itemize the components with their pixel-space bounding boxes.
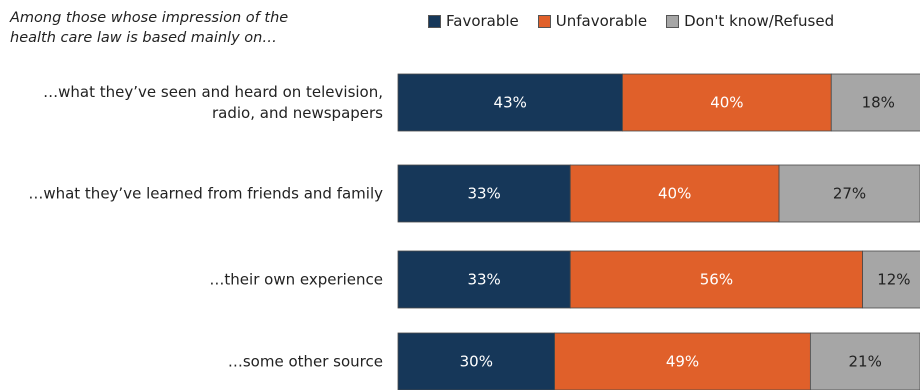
bar-dont-know-0 xyxy=(830,73,920,132)
bar-favorable-1 xyxy=(397,164,571,223)
bar-dont-know-1 xyxy=(778,164,920,223)
legend-swatch-favorable xyxy=(428,14,441,28)
subtitle-line-2: health care law is based mainly on… xyxy=(10,30,277,46)
bar-unfavorable-0 xyxy=(622,73,832,132)
value-label-favorable-1: 33% xyxy=(467,185,500,203)
bar-dont-know-3 xyxy=(809,332,920,390)
value-label-unfavorable-1: 40% xyxy=(658,185,691,203)
value-label-dont-know-3: 21% xyxy=(849,353,882,371)
bar-favorable-0 xyxy=(397,73,623,132)
bar-dont-know-2 xyxy=(862,250,920,309)
legend-item-unfavorable: Unfavorable xyxy=(537,12,648,30)
subtitle-line-1: Among those whose impression of the xyxy=(10,10,289,26)
category-label-1: …what they’ve learned from friends and f… xyxy=(28,185,383,203)
value-label-favorable-0: 43% xyxy=(494,94,527,112)
chart-subtitle: Among those whose impression of the heal… xyxy=(10,8,340,48)
legend-label-favorable: Favorable xyxy=(446,12,519,30)
value-label-dont-know-1: 27% xyxy=(833,185,866,203)
legend: Favorable Unfavorable Don't know/Refused xyxy=(428,12,853,30)
value-label-favorable-3: 30% xyxy=(460,353,493,371)
bar-favorable-2 xyxy=(397,250,571,309)
value-label-unfavorable-2: 56% xyxy=(700,271,733,289)
value-label-dont-know-0: 18% xyxy=(862,94,895,112)
legend-item-favorable: Favorable xyxy=(428,12,519,30)
category-label-0: …what they’ve seen and heard on televisi… xyxy=(43,83,383,122)
category-label-3: …some other source xyxy=(228,353,383,371)
legend-label-unfavorable: Unfavorable xyxy=(555,12,648,30)
category-label-2: …their own experience xyxy=(209,271,383,289)
legend-swatch-unfavorable xyxy=(537,14,551,28)
legend-item-dont-know: Don't know/Refused xyxy=(666,12,834,30)
value-label-unfavorable-0: 40% xyxy=(710,94,743,112)
bar-unfavorable-3 xyxy=(554,332,811,390)
legend-swatch-dont-know xyxy=(666,14,680,28)
bar-favorable-3 xyxy=(397,332,556,390)
value-label-dont-know-2: 12% xyxy=(877,271,910,289)
value-label-unfavorable-3: 49% xyxy=(666,353,699,371)
legend-label-dont-know: Don't know/Refused xyxy=(684,12,835,30)
value-label-favorable-2: 33% xyxy=(467,271,500,289)
